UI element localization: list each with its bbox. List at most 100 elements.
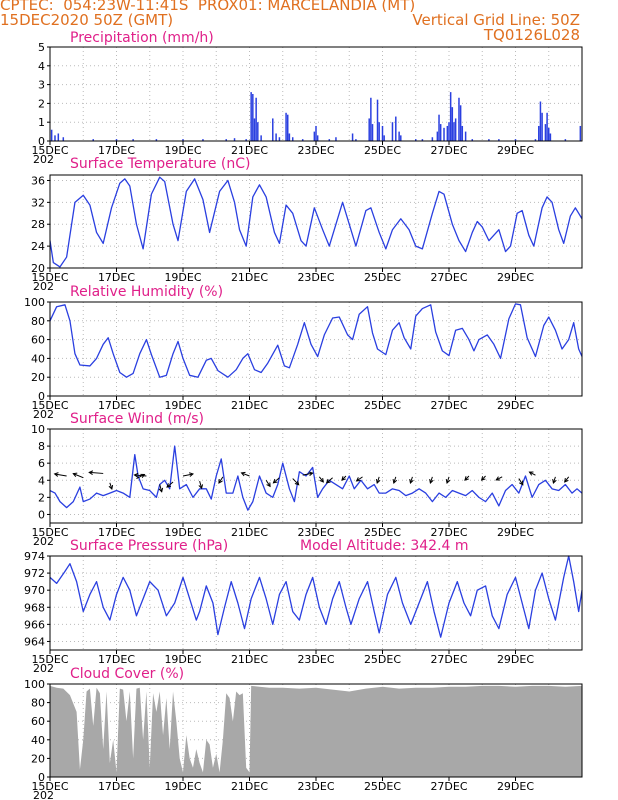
humidity-ytick-label: 0 [38, 390, 45, 403]
precipitation-bar [316, 135, 319, 141]
wind-arrow [529, 471, 536, 476]
pressure-xtick-label: 15DEC [31, 653, 68, 666]
precipitation-bar [454, 118, 457, 141]
precipitation-bar [459, 105, 462, 141]
wind-ytick-label: 4 [38, 474, 45, 487]
wind-xtick-label: 17DEC [98, 526, 135, 539]
cloud-xtick-label: 29DEC [497, 780, 534, 793]
wind-arrow-head [53, 472, 59, 477]
precipitation-bar [370, 97, 372, 141]
precipitation-bar [155, 139, 158, 141]
temperature-ytick-label: 24 [31, 240, 45, 253]
wind-arrow-head [88, 470, 94, 476]
precipitation-bar [546, 112, 548, 141]
precipitation-bar [514, 139, 517, 141]
temperature-ytick-label: 32 [31, 196, 45, 209]
wind-arrow-head [166, 483, 172, 488]
pressure-ytick-label: 968 [24, 601, 45, 614]
wind-xtick-label: 25DEC [364, 526, 401, 539]
precipitation-bar [548, 127, 550, 141]
pressure-subtitle: Model Altitude: 342.4 m [300, 538, 469, 554]
wind-arrow-head [480, 476, 486, 481]
cloud-xtick-label: 17DEC [98, 780, 135, 793]
wind-arrow-head [108, 484, 114, 490]
wind-ytick-label: 0 [38, 508, 45, 521]
temperature-line [49, 176, 583, 268]
precipitation-bar [250, 92, 252, 141]
wind-arrow [182, 473, 194, 477]
temperature-ytick-label: 28 [31, 218, 45, 231]
precipitation-bar [461, 125, 464, 141]
precipitation-bar [371, 124, 374, 141]
temperature-xtick-label: 21DEC [231, 271, 268, 284]
wind-ytick-label: 10 [31, 423, 45, 436]
temperature-ytick-label: 20 [31, 262, 45, 275]
precipitation-bar [471, 139, 474, 141]
wind-arrow-head [552, 478, 557, 484]
precipitation-bar [378, 122, 380, 141]
wind-year-label: 202 [33, 535, 54, 548]
cloud-ytick-label: 60 [31, 715, 45, 728]
pressure-ytick-label: 974 [24, 550, 45, 563]
pressure-xtick-label: 19DEC [164, 653, 201, 666]
cloud-ytick-label: 20 [31, 752, 45, 765]
wind-arrow [376, 476, 380, 484]
wind-ytick-label: 2 [38, 491, 45, 504]
precipitation-bar [260, 135, 262, 141]
precipitation-bar [291, 137, 294, 141]
wind-arrow [89, 471, 104, 474]
wind-arrow [265, 480, 271, 487]
wind-arrow [134, 474, 147, 477]
precipitation-xtick-label: 29DEC [497, 144, 534, 157]
precipitation-bar [92, 139, 94, 141]
precipitation-bar [57, 133, 60, 141]
precipitation-bar [421, 139, 424, 141]
precipitation-bar [376, 99, 379, 141]
temperature-year-label: 202 [33, 280, 54, 293]
precipitation-ytick-label: 2 [38, 97, 45, 110]
precipitation-xtick-label: 15DEC [31, 144, 68, 157]
precipitation-bar [272, 118, 274, 141]
wind-arrow-head [409, 478, 414, 484]
cloud-xtick-label: 25DEC [364, 780, 401, 793]
precipitation-bar [285, 112, 287, 141]
pressure-ytick-label: 972 [24, 567, 45, 580]
precipitation-bar [436, 131, 439, 141]
wind-arrow-head [528, 471, 534, 476]
wind-arrow [495, 476, 503, 481]
wind-arrow [429, 476, 433, 484]
cloud-ytick-label: 40 [31, 734, 45, 747]
wind-arrow [446, 476, 450, 484]
wind-xtick-label: 21DEC [231, 526, 268, 539]
pressure-xtick-label: 27DEC [430, 653, 467, 666]
wind-arrow [326, 477, 333, 484]
temperature-xtick-label: 17DEC [98, 271, 135, 284]
wind-arrow [166, 481, 174, 488]
pressure-ytick-label: 964 [24, 635, 45, 648]
precipitation-bar [253, 118, 256, 141]
wind-arrow [393, 476, 397, 484]
wind-ytick-label: 8 [38, 440, 45, 453]
wind-arrow [136, 474, 145, 480]
humidity-ytick-label: 20 [31, 371, 45, 384]
precipitation-xtick-label: 19DEC [164, 144, 201, 157]
wind-arrow-head [308, 471, 314, 477]
precipitation-bar [368, 118, 370, 141]
precipitation-bar [313, 131, 316, 141]
temperature-title: Surface Temperature (nC) [70, 156, 251, 172]
precipitation-bar [439, 124, 442, 141]
precipitation-bar [132, 139, 134, 141]
wind-arrow-head [140, 473, 146, 479]
precipitation-bar [288, 133, 291, 141]
precipitation-bar [202, 139, 204, 141]
precipitation-bar [233, 138, 236, 141]
precipitation-bar [534, 139, 537, 141]
precipitation-bar [458, 97, 460, 141]
precipitation-bar [453, 122, 455, 141]
precipitation-bar [225, 139, 227, 141]
humidity-year-label: 202 [33, 408, 54, 421]
pressure-xtick-label: 17DEC [98, 653, 135, 666]
precipitation-ytick-label: 1 [38, 116, 45, 129]
humidity-ytick-label: 40 [31, 352, 45, 365]
pressure-ytick-label: 966 [24, 618, 45, 631]
